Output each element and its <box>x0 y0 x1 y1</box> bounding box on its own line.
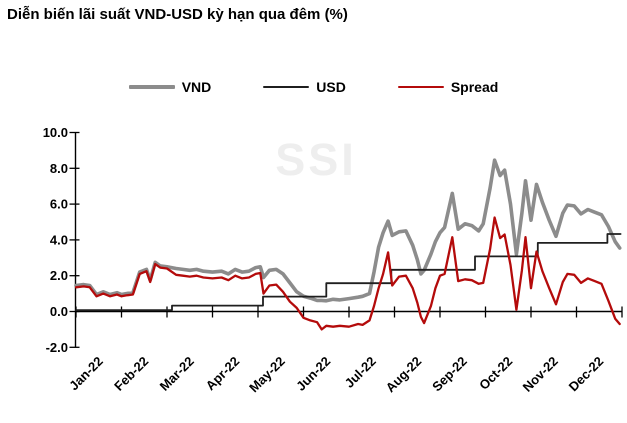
x-axis-label: Jan-22 <box>66 354 106 394</box>
y-tick-label: 6.0 <box>50 197 68 212</box>
legend-item-vnd: VND <box>128 79 212 95</box>
legend-label-usd: USD <box>316 79 346 95</box>
watermark-text: SSI <box>275 134 357 185</box>
x-axis-label: May-22 <box>246 354 288 396</box>
y-tick-label: 2.0 <box>50 268 68 283</box>
x-axis-label: Aug-22 <box>383 354 425 396</box>
series-line-spread <box>74 216 621 331</box>
legend-label-spread: Spread <box>450 79 499 95</box>
x-axis-label: Jul-22 <box>342 354 379 391</box>
x-axis-label: Sep-22 <box>429 354 470 395</box>
legend-item-usd: USD <box>263 80 346 94</box>
chart-legend: VND USD Spread <box>0 80 627 94</box>
legend-label-vnd: VND <box>181 79 212 95</box>
y-tick-label: -2.0 <box>46 340 68 355</box>
x-axis-label: Dec-22 <box>566 354 607 395</box>
x-axis-label: Oct-22 <box>476 354 515 393</box>
x-axis-label: Apr-22 <box>203 354 243 394</box>
x-axis-label: Nov-22 <box>520 354 561 395</box>
x-axis-label: Mar-22 <box>157 354 197 394</box>
y-tick-label: 10.0 <box>43 125 68 140</box>
legend-line-sample-spread <box>397 86 444 88</box>
y-tick-label: 4.0 <box>50 232 68 247</box>
y-tick-label: 0.0 <box>50 304 68 319</box>
legend-item-spread: Spread <box>397 79 499 95</box>
chart-title: Diễn biến lãi suất VND-USD kỳ hạn qua đê… <box>7 6 348 23</box>
y-tick-label: 8.0 <box>50 161 68 176</box>
legend-line-sample-usd <box>263 86 310 88</box>
x-axis-label: Jun-22 <box>293 354 333 394</box>
series-line-vnd <box>74 158 622 303</box>
x-axis-label: Feb-22 <box>111 354 151 394</box>
legend-line-sample-vnd <box>128 85 175 89</box>
